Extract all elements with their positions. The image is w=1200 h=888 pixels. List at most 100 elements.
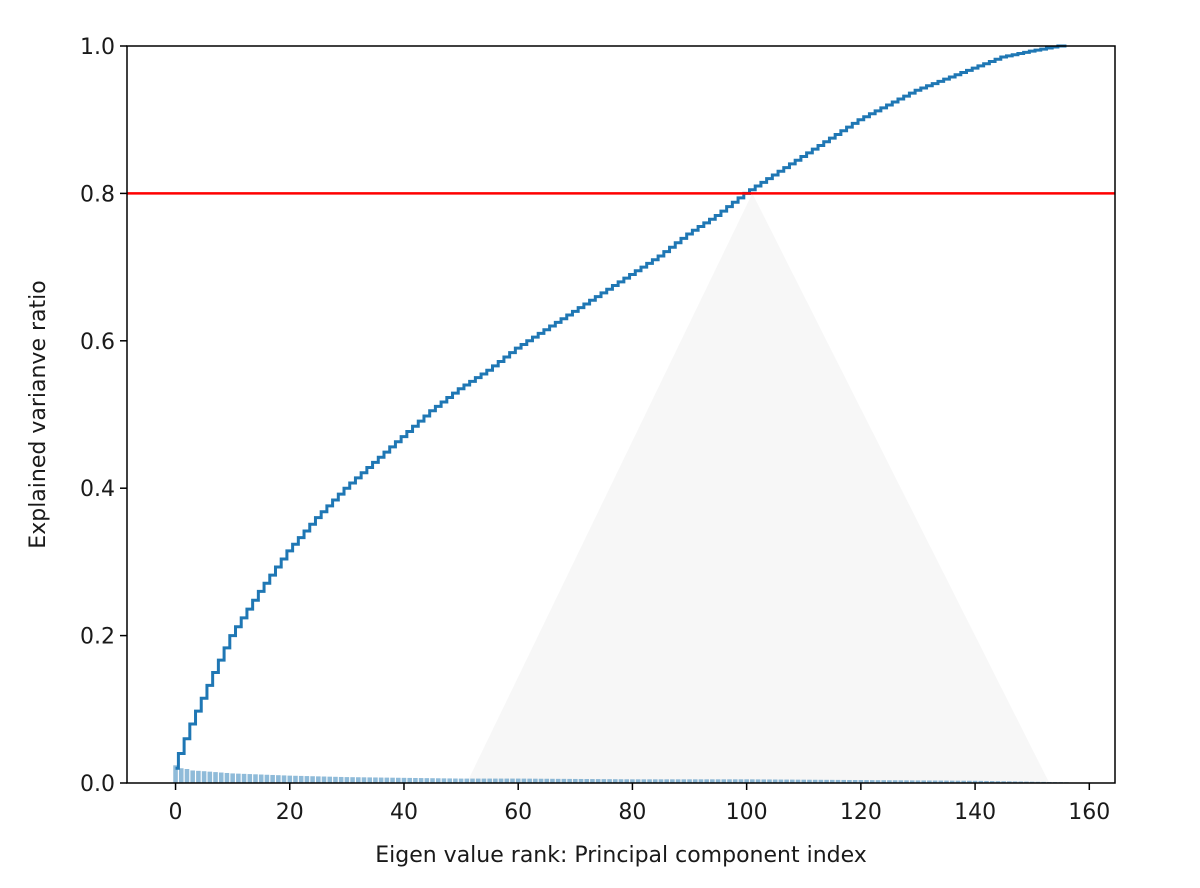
- bar-component-113: [818, 779, 824, 783]
- bar-component-80: [630, 779, 635, 783]
- bar-component-48: [447, 778, 452, 783]
- bar-component-23: [304, 776, 310, 783]
- bar-component-99: [738, 779, 744, 783]
- bar-component-128: [904, 780, 909, 783]
- bar-component-94: [710, 779, 715, 783]
- bar-component-55: [487, 778, 492, 783]
- bar-component-49: [453, 778, 458, 783]
- bar-component-4: [196, 770, 201, 783]
- bar-component-89: [681, 779, 687, 783]
- bar-component-52: [470, 778, 475, 783]
- bar-component-81: [635, 779, 641, 783]
- bar-component-124: [881, 780, 886, 783]
- bar-component-20: [287, 775, 293, 783]
- bar-component-117: [841, 779, 847, 783]
- bar-component-137: [955, 780, 961, 783]
- bar-component-18: [276, 775, 281, 783]
- bar-component-26: [321, 776, 327, 783]
- bar-component-136: [949, 780, 955, 783]
- bar-component-74: [595, 779, 601, 783]
- bar-component-104: [767, 779, 772, 783]
- bar-component-1: [178, 768, 184, 783]
- bar-component-38: [390, 777, 395, 783]
- y-tick-label: 0.8: [80, 182, 115, 207]
- bar-component-108: [790, 779, 795, 783]
- bar-component-95: [715, 779, 721, 783]
- bar-component-10: [230, 773, 235, 783]
- bar-component-68: [561, 778, 567, 783]
- bar-component-120: [858, 780, 864, 783]
- bar-component-63: [533, 778, 538, 783]
- y-tick-label: 1.0: [80, 35, 115, 60]
- bar-component-24: [310, 776, 315, 783]
- bar-component-41: [407, 777, 412, 783]
- bar-component-139: [967, 780, 972, 783]
- bar-component-146: [1007, 781, 1012, 783]
- bar-component-133: [932, 780, 938, 783]
- x-tick-label: 20: [276, 800, 304, 825]
- bar-component-56: [493, 778, 498, 783]
- bar-component-107: [784, 779, 789, 783]
- bar-component-92: [698, 779, 704, 783]
- bar-component-75: [601, 779, 607, 783]
- y-tick-label: 0.6: [80, 330, 115, 355]
- x-tick-label: 100: [726, 800, 768, 825]
- bar-component-123: [875, 780, 881, 783]
- bar-component-103: [761, 779, 767, 783]
- x-tick-label: 0: [169, 800, 183, 825]
- bar-component-129: [909, 780, 915, 783]
- bar-component-102: [755, 779, 761, 783]
- bar-component-36: [378, 777, 384, 783]
- bar-component-46: [435, 778, 441, 783]
- bar-component-131: [921, 780, 926, 783]
- bar-component-116: [835, 779, 841, 783]
- bar-component-53: [475, 778, 481, 783]
- bar-component-90: [687, 779, 692, 783]
- bar-component-100: [744, 779, 749, 783]
- bar-component-66: [550, 778, 555, 783]
- bar-component-35: [373, 777, 378, 783]
- bar-component-101: [750, 779, 755, 783]
- bar-component-47: [441, 778, 447, 783]
- bar-component-97: [727, 779, 732, 783]
- bar-component-32: [356, 777, 361, 783]
- bar-component-109: [795, 779, 801, 783]
- bar-component-114: [824, 779, 829, 783]
- bar-component-96: [721, 779, 727, 783]
- bar-component-34: [367, 777, 372, 783]
- bar-component-54: [481, 778, 487, 783]
- x-tick-label: 80: [618, 800, 646, 825]
- bar-component-60: [515, 778, 521, 783]
- bar-component-61: [521, 778, 527, 783]
- bar-component-127: [898, 780, 904, 783]
- bar-component-105: [772, 779, 778, 783]
- bar-component-69: [567, 778, 572, 783]
- bar-component-21: [293, 775, 298, 783]
- x-axis-label: Eigen value rank: Principal component in…: [375, 843, 867, 868]
- y-tick-label: 0.4: [80, 477, 115, 502]
- bar-component-29: [338, 776, 344, 783]
- bar-component-125: [887, 780, 892, 783]
- bar-component-73: [590, 779, 595, 783]
- bar-component-2: [184, 769, 190, 783]
- bar-component-44: [424, 778, 430, 783]
- bar-component-65: [544, 778, 550, 783]
- bar-component-126: [892, 780, 898, 783]
- bar-component-85: [658, 779, 664, 783]
- bar-component-58: [504, 778, 510, 783]
- bar-component-91: [692, 779, 698, 783]
- bar-component-143: [989, 781, 995, 783]
- x-tick-label: 40: [390, 800, 418, 825]
- bar-component-40: [401, 777, 407, 783]
- bar-component-51: [464, 778, 470, 783]
- bar-component-77: [613, 779, 618, 783]
- bar-component-134: [938, 780, 944, 783]
- bar-component-140: [972, 780, 978, 783]
- bar-component-119: [852, 780, 858, 783]
- plot-frame: [126, 45, 1116, 784]
- bar-component-11: [236, 773, 241, 783]
- cumulative-variance-line: [175, 44, 1067, 770]
- bar-component-135: [944, 780, 949, 783]
- bar-component-50: [458, 778, 464, 783]
